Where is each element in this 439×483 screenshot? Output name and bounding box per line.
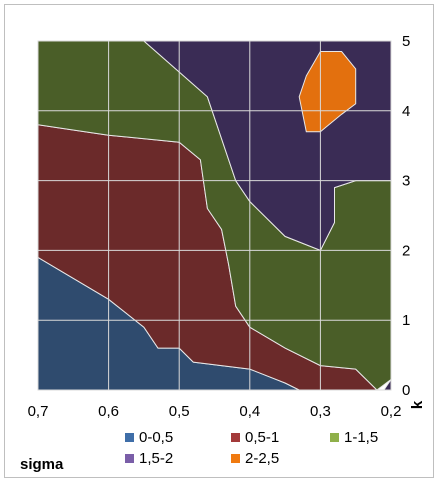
- legend-label: 0,5-1: [245, 429, 279, 446]
- y-tick-label: 1: [402, 312, 410, 329]
- legend-label: 2-2,5: [245, 450, 279, 467]
- legend-label: 1,5-2: [139, 450, 173, 467]
- x-tick-label: 0,5: [169, 403, 190, 420]
- y-tick-label: 4: [402, 103, 410, 120]
- grid: [37, 40, 392, 391]
- band-4-region-0: [298, 51, 357, 133]
- y-tick-label: 3: [402, 173, 410, 190]
- y-tick-label: 0: [402, 382, 410, 399]
- y-axis-ticks: 0 1 2 3 4 5: [402, 33, 410, 399]
- legend-label: 0-0,5: [139, 429, 173, 446]
- y-axis-title: k: [409, 400, 426, 409]
- legend-label: 1-1,5: [344, 429, 378, 446]
- x-tick-label: 0,2: [381, 403, 402, 420]
- band-3-region-1: [383, 378, 391, 390]
- legend-swatch: [231, 454, 240, 463]
- contour-bands: [38, 41, 391, 390]
- legend-swatch: [125, 433, 134, 442]
- x-axis-title: sigma: [20, 456, 64, 473]
- x-tick-label: 0,4: [239, 403, 260, 420]
- legend-swatch: [231, 433, 240, 442]
- x-tick-label: 0,6: [98, 403, 119, 420]
- x-tick-label: 0,3: [310, 403, 331, 420]
- x-tick-label: 0,7: [28, 403, 49, 420]
- y-tick-label: 2: [402, 242, 410, 259]
- x-axis-ticks: 0,7 0,6 0,5 0,4 0,3 0,2: [28, 403, 402, 420]
- legend: 0-0,5 0,5-1 1-1,5 1,5-2 2-2,5: [125, 429, 378, 467]
- plot-border: [37, 40, 392, 391]
- legend-swatch: [330, 433, 339, 442]
- y-tick-label: 5: [402, 33, 410, 50]
- legend-swatch: [125, 454, 134, 463]
